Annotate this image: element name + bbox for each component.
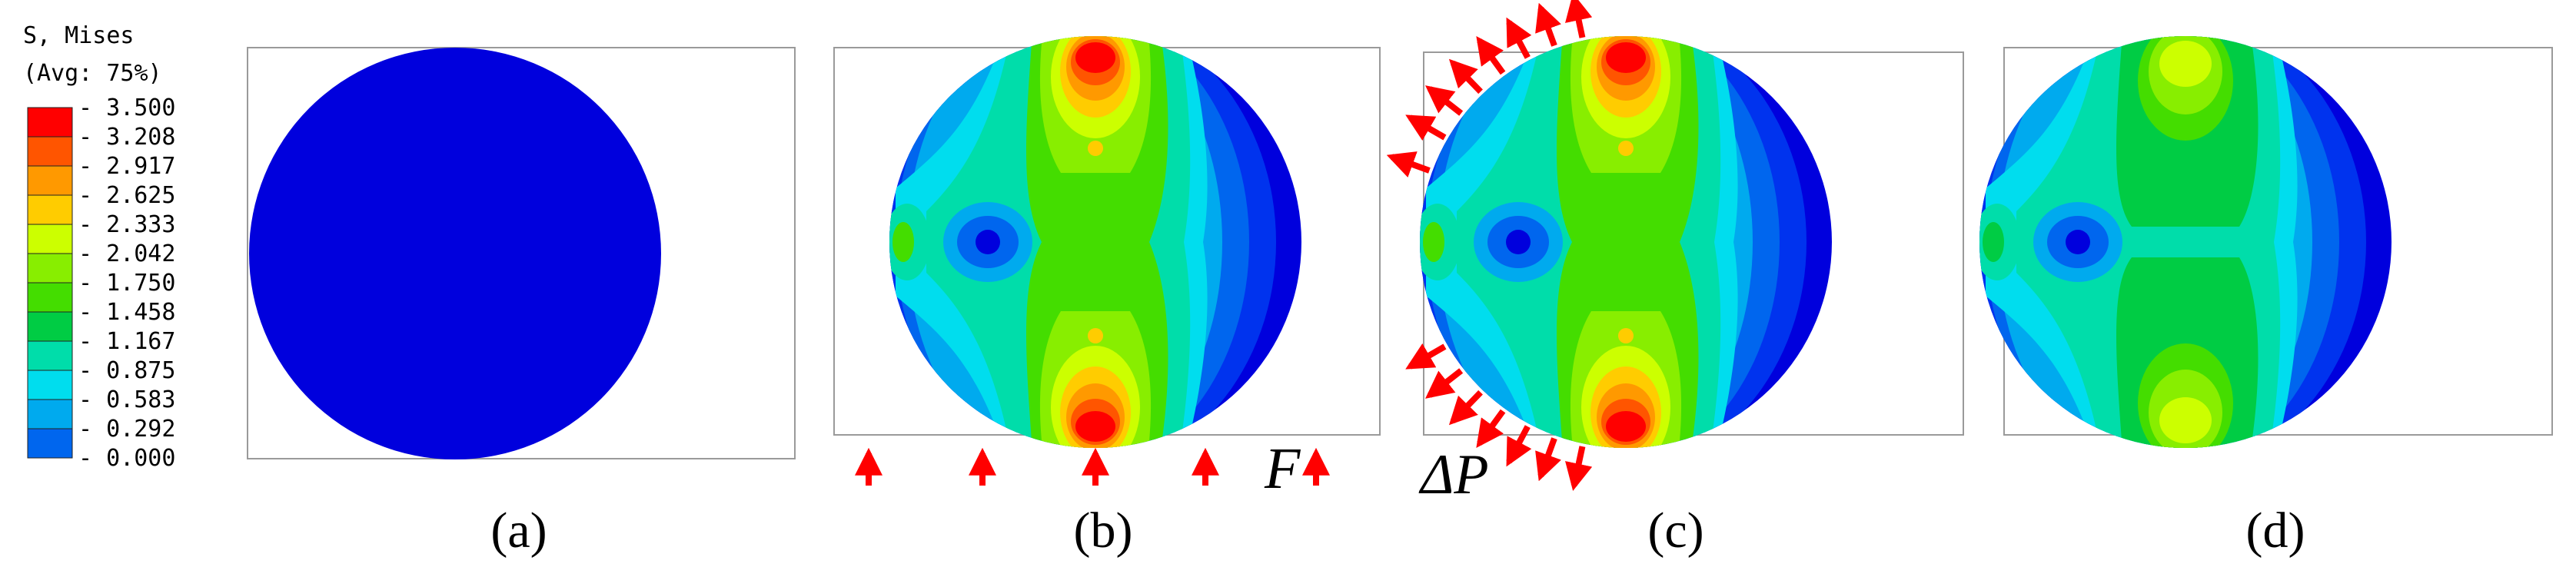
pressure-arrow xyxy=(1535,437,1561,482)
legend-value-label: - 1.167 xyxy=(78,328,175,355)
stress-legend: S, Mises (Avg: 75%) - 3.500 - 3.208- 2.91… xyxy=(23,22,175,472)
legend-value-label: - 2.333 xyxy=(78,211,175,238)
legend-value-label: - 1.750 xyxy=(78,270,175,297)
legend-swatch xyxy=(27,165,73,196)
legend-title-line2: (Avg: 75%) xyxy=(23,60,162,87)
legend-value-label: - 0.875 xyxy=(78,357,175,384)
legend-value-label: - 0.000 xyxy=(78,445,175,472)
panel-a-label: (a) xyxy=(490,502,547,559)
legend-swatch xyxy=(27,224,73,254)
legend-swatch xyxy=(27,136,73,167)
panel-c-stress-contour xyxy=(1420,36,1832,448)
legend-value-label: - 1.458 xyxy=(78,299,175,326)
legend-swatch xyxy=(27,428,73,459)
legend-swatch xyxy=(27,282,73,313)
pressure-arrow xyxy=(1448,58,1483,95)
panel-c: ΔP (c) xyxy=(1386,0,1964,559)
pressure-arrow xyxy=(1405,343,1447,370)
force-label: F xyxy=(1264,436,1301,501)
pressure-arrow xyxy=(1506,425,1532,467)
pressure-arrow xyxy=(1476,409,1506,448)
pressure-arrow xyxy=(1425,85,1464,116)
pressure-arrow xyxy=(1565,446,1593,491)
panel-a-frame xyxy=(247,47,796,459)
legend-swatch xyxy=(27,253,73,284)
pressure-arrow xyxy=(1506,17,1532,59)
panel-b-force-arrows xyxy=(855,447,1330,486)
pressure-arrow xyxy=(1425,368,1464,399)
legend-title-line1: S, Mises xyxy=(23,22,135,49)
legend-value-label: - 3.208 xyxy=(78,124,175,151)
legend-value-label: - 3.500 xyxy=(78,95,175,121)
legend-swatch xyxy=(27,194,73,225)
panel-d-label: (d) xyxy=(2246,502,2305,559)
pressure-arrow xyxy=(1405,114,1447,141)
pressure-arrow xyxy=(1476,36,1506,75)
pressure-arrow xyxy=(1565,0,1593,38)
panel-c-pressure-arrows xyxy=(1386,0,1593,491)
panel-b: F (b) xyxy=(833,36,1381,559)
legend-swatch xyxy=(27,370,73,400)
panel-b-label: (b) xyxy=(1074,502,1133,559)
legend-swatches xyxy=(27,107,73,459)
panel-c-label: (c) xyxy=(1647,502,1703,559)
legend-value-label: - 2.042 xyxy=(78,240,175,267)
panel-d: (d) xyxy=(1979,36,2553,559)
panel-d-stress-contour xyxy=(1979,36,2392,448)
panel-b-stress-contour xyxy=(889,36,1301,448)
legend-value-label: - 0.292 xyxy=(78,416,175,443)
panel-a: (a) xyxy=(247,47,796,559)
legend-swatch xyxy=(27,107,73,138)
panel-a-cylinder xyxy=(249,48,661,459)
legend-value-label: - 2.917 xyxy=(78,153,175,180)
pressure-arrow xyxy=(1448,390,1483,426)
legend-labels: - 3.500 - 3.208- 2.917- 2.625- 2.333- 2.0… xyxy=(78,95,175,472)
legend-value-label: - 2.625 xyxy=(78,182,175,209)
legend-swatch xyxy=(27,340,73,371)
legend-swatch xyxy=(27,399,73,429)
pressure-arrow xyxy=(1386,151,1431,177)
pressure-arrow xyxy=(1535,2,1561,47)
legend-value-label: - 0.583 xyxy=(78,386,175,413)
pressure-label: ΔP xyxy=(1418,443,1489,506)
legend-swatch xyxy=(27,311,73,342)
